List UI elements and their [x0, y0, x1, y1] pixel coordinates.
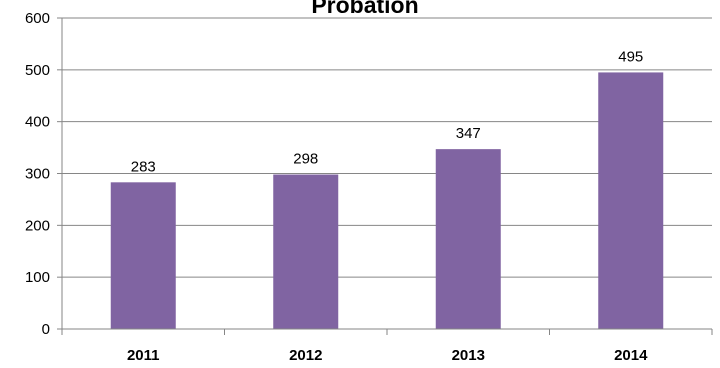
y-tick-label: 600 [25, 10, 50, 27]
y-tick-label: 0 [42, 321, 50, 338]
bar-2014 [598, 72, 664, 330]
data-label: 495 [618, 48, 643, 65]
bar-2013 [435, 149, 501, 329]
data-label: 347 [456, 125, 481, 142]
bar-2011 [110, 182, 176, 329]
x-category-label: 2012 [289, 347, 322, 364]
bar-2012 [273, 174, 339, 329]
y-tick-label: 100 [25, 269, 50, 286]
x-category-label: 2014 [614, 347, 648, 364]
y-tick-label: 500 [25, 62, 50, 79]
axes [57, 17, 713, 335]
data-label: 298 [293, 151, 318, 168]
x-category-label: 2011 [127, 347, 160, 364]
data-label: 283 [131, 158, 156, 175]
y-tick-label: 300 [25, 166, 50, 183]
bars-group [110, 72, 664, 330]
y-tick-label: 400 [25, 114, 50, 131]
labels-group: 0 100 200 300 400 500 600 283 2011 298 2012 347 2013… [25, 10, 648, 364]
y-tick-label: 200 [25, 217, 50, 234]
x-category-label: 2013 [452, 347, 485, 364]
chart-title: Probation [311, 0, 418, 18]
